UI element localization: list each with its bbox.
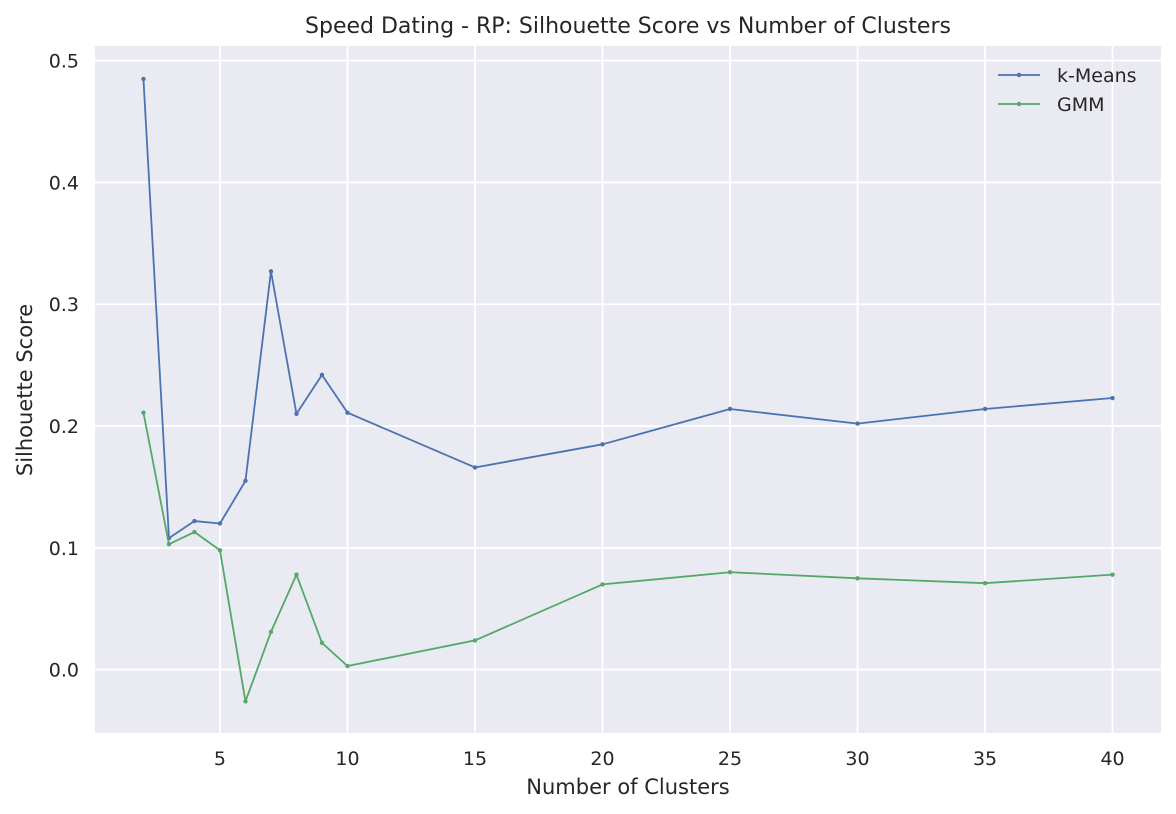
data-point (1110, 572, 1115, 577)
data-point (141, 76, 146, 82)
data-point (855, 576, 860, 581)
data-point (192, 529, 197, 535)
data-point (217, 548, 223, 553)
data-point (243, 699, 248, 704)
data-point (294, 411, 299, 417)
y-tick-labels: 0.0 0.1 0.2 0.3 0.4 0.5 (49, 51, 79, 682)
data-point (600, 582, 605, 587)
data-point (472, 465, 478, 470)
data-point (600, 442, 605, 447)
y-tick-label: 0.5 (49, 51, 79, 73)
legend-marker (1016, 101, 1022, 107)
gridlines (95, 46, 1161, 733)
x-tick-label: 30 (845, 748, 869, 770)
data-point (294, 572, 299, 577)
data-point (345, 663, 350, 669)
series-0 (141, 76, 1115, 541)
y-axis-label: Silhouette Score (13, 304, 37, 476)
x-tick-label: 10 (335, 748, 359, 770)
y-tick-label: 0.3 (49, 294, 79, 316)
data-point (217, 521, 223, 526)
data-point (192, 518, 197, 524)
x-tick-label: 15 (463, 748, 487, 770)
data-point (319, 640, 325, 646)
data-point (727, 570, 733, 575)
data-point (472, 638, 478, 643)
data-point (243, 478, 248, 484)
x-tick-labels: 5 10 15 20 25 30 35 40 (214, 748, 1125, 770)
data-point (982, 406, 988, 412)
x-tick-label: 40 (1100, 748, 1124, 770)
data-point (1110, 395, 1115, 401)
x-tick-label: 20 (590, 748, 614, 770)
y-tick-label: 0.4 (49, 172, 79, 194)
y-tick-label: 0.0 (49, 660, 79, 682)
legend-marker (1016, 72, 1022, 78)
plot-area (95, 46, 1161, 733)
series-layer (141, 76, 1115, 704)
series-1 (141, 410, 1115, 704)
data-point (982, 580, 988, 586)
data-point (141, 410, 146, 415)
data-point (727, 406, 733, 412)
x-tick-label: 35 (973, 748, 997, 770)
data-point (268, 269, 274, 274)
legend-label: GMM (1057, 94, 1105, 116)
x-axis-label: Number of Clusters (526, 775, 729, 799)
data-point (319, 372, 325, 378)
chart-title: Speed Dating - RP: Silhouette Score vs N… (305, 14, 951, 39)
data-point (345, 410, 350, 415)
data-point (855, 421, 860, 426)
y-tick-label: 0.1 (49, 538, 79, 560)
legend-label: k-Means (1057, 65, 1137, 87)
x-tick-label: 25 (718, 748, 742, 770)
data-point (166, 541, 172, 547)
x-tick-label: 5 (214, 748, 226, 770)
legend: k-Means GMM (998, 65, 1137, 116)
data-point (268, 629, 274, 635)
y-tick-label: 0.2 (49, 416, 79, 438)
